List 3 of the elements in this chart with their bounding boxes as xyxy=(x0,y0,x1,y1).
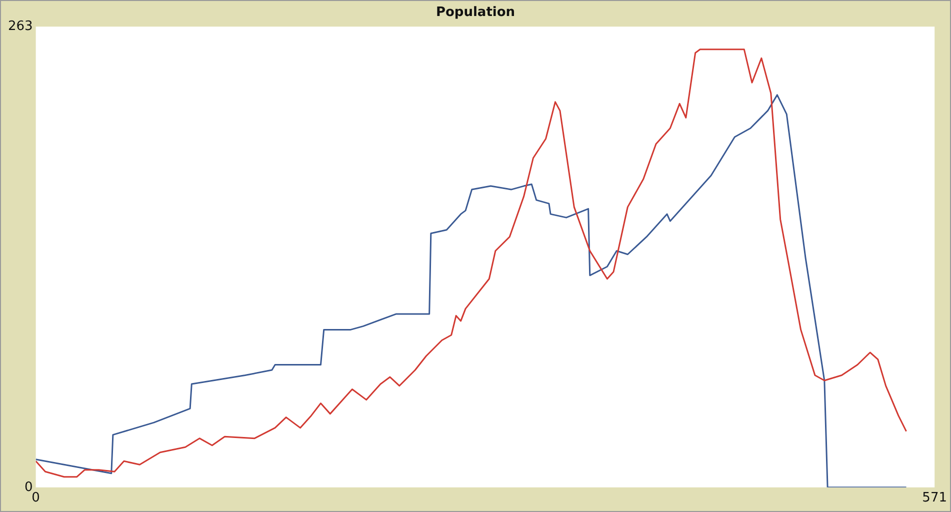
x-tick-label: 571 xyxy=(922,490,948,506)
chart-title: Population xyxy=(436,5,516,20)
y-tick-label: 263 xyxy=(8,18,33,34)
